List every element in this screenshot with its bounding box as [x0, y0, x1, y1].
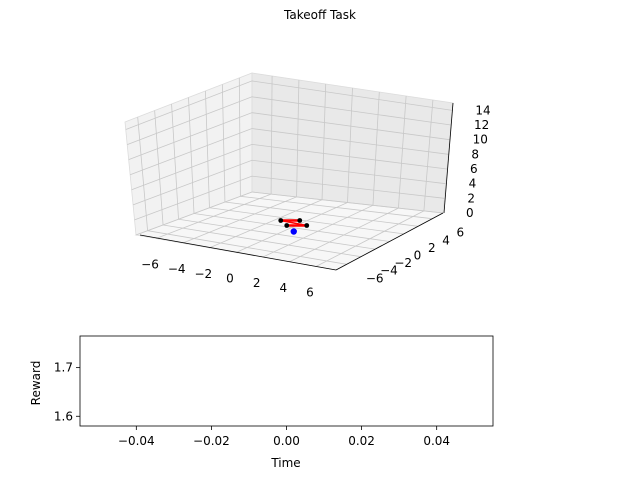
y-tick-label: 6 [456, 226, 464, 240]
x-tick-label: −2 [194, 267, 212, 281]
z-tick-label: 6 [470, 162, 478, 176]
x-tick-label: −6 [141, 258, 159, 272]
x-tick-label: 0.02 [348, 434, 375, 448]
x-tick-label: −0.02 [193, 434, 230, 448]
x-gridline-back [270, 75, 273, 195]
x-gridline-back [321, 83, 327, 200]
y-gridline-left [171, 104, 179, 220]
rotor-point [284, 223, 290, 228]
y-gridline-floor [147, 230, 347, 265]
x-tick-label: −0.04 [118, 434, 155, 448]
z-gridline [128, 112, 450, 161]
y-axis-label: Reward [29, 361, 43, 406]
reward-ticks: −0.04 −0.02 0.00 0.02 0.04 1.6 1.7 [54, 361, 450, 448]
y-tick-label: 1.6 [54, 409, 73, 423]
y-gridline-floor [178, 218, 376, 250]
x-gridline-back [372, 91, 380, 206]
y-gridline-left [137, 117, 148, 231]
x-tick-label: 2 [253, 276, 261, 290]
y-gridline-left [154, 110, 164, 225]
y-gridline-left [238, 77, 241, 197]
y-gridline-floor [240, 195, 433, 220]
chart-title: Takeoff Task [284, 8, 356, 22]
x-tick-label: 0 [226, 272, 234, 286]
quadcopter-marker [278, 218, 310, 235]
x-tick-label: 0.04 [423, 434, 450, 448]
x-tick-label: 6 [306, 286, 314, 300]
z-gridline [131, 143, 448, 191]
y-gridline-floor [193, 213, 390, 242]
y-tick-label: 2 [428, 241, 436, 255]
z-tick-label: 0 [466, 206, 474, 220]
y-gridline-floor [209, 207, 404, 235]
z-gridline [127, 96, 452, 145]
x-tick-label: −4 [168, 262, 186, 276]
z-axis-line [443, 102, 454, 214]
z-gridline [135, 191, 444, 236]
x-tick-label: 0.00 [273, 434, 300, 448]
z-tick-label: 8 [471, 147, 479, 161]
x-gridline-back [347, 87, 353, 203]
rotor-point [278, 218, 284, 223]
z-gridline [125, 80, 453, 130]
z-tick-label: 2 [467, 191, 475, 205]
quad-arm [280, 219, 307, 227]
y-tick-label: 4 [442, 233, 450, 247]
x-axis-line [139, 234, 337, 271]
y-tick-label: 0 [414, 249, 422, 263]
y-tick-label: −4 [380, 264, 398, 278]
z-gridline [132, 159, 446, 206]
grid-3d [125, 75, 453, 267]
y-gridline-left [205, 90, 210, 208]
y-tick-label: 1.7 [54, 361, 73, 375]
y-tick-label: −6 [366, 271, 384, 285]
z-tick-label: 12 [474, 118, 489, 132]
x-gridline-back [423, 99, 434, 211]
z-tick-label: 10 [473, 133, 488, 147]
x-gridline-back [398, 95, 407, 209]
rotor-point [297, 218, 303, 223]
x-axis-label: Time [270, 456, 300, 470]
rotor-point [304, 223, 310, 228]
x-gridline-back [296, 79, 300, 197]
axes-reward: −0.04 −0.02 0.00 0.02 0.04 1.6 1.7 Time Reward [29, 335, 494, 470]
z-gridline [129, 128, 449, 176]
x-tick-label: 4 [280, 281, 288, 295]
z-gridline [134, 175, 445, 221]
y-gridline-left [188, 97, 195, 214]
target-point [290, 228, 297, 235]
y-gridline-floor [163, 224, 362, 258]
y-tick-label: −2 [394, 256, 412, 270]
y-gridline-left [221, 84, 226, 203]
reward-plot-frame [79, 335, 494, 427]
z-tick-label: 4 [469, 177, 477, 191]
z-tick-label: 14 [475, 103, 490, 117]
y-axis-line [335, 212, 444, 271]
y-gridline-floor [224, 201, 419, 227]
